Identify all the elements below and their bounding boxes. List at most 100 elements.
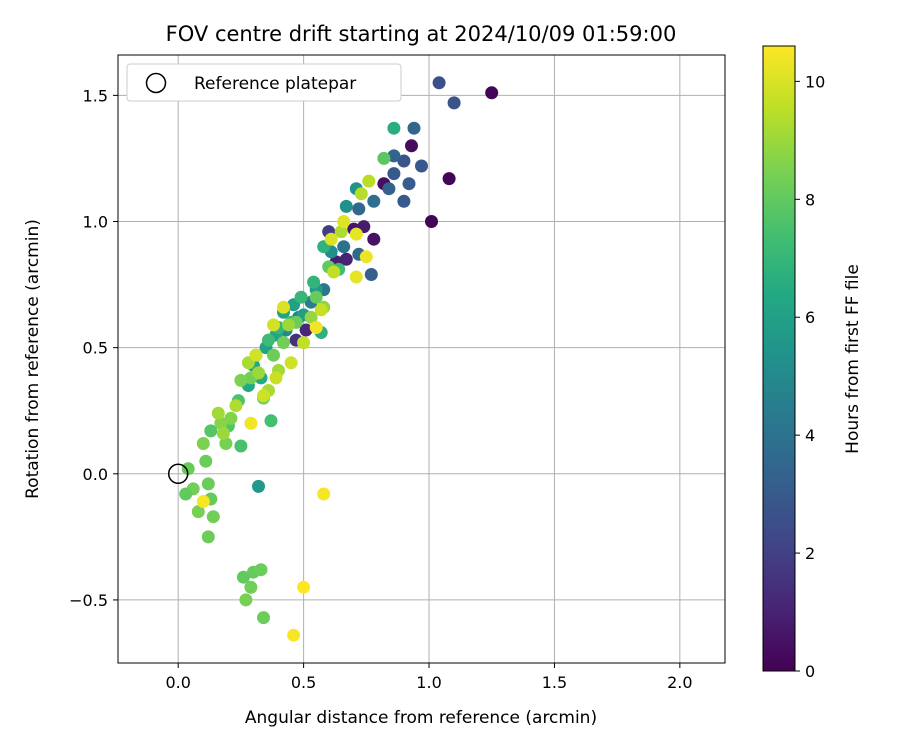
x-tick-label: 2.0 (667, 673, 692, 692)
data-point (287, 628, 301, 642)
data-point (349, 227, 363, 241)
data-point (334, 225, 348, 239)
data-point (397, 194, 411, 208)
data-point (299, 323, 313, 337)
data-point (307, 275, 321, 289)
legend-label: Reference platepar (194, 74, 356, 94)
data-point (267, 348, 280, 362)
data-point (267, 318, 280, 332)
colorbar-tick-label: 10 (805, 72, 825, 91)
data-point (219, 437, 233, 450)
data-point (264, 414, 278, 428)
y-tick-label: 1.0 (83, 213, 108, 232)
data-point (277, 300, 290, 314)
data-point (201, 530, 215, 544)
data-point (252, 366, 265, 380)
legend-marker-open-circle (145, 72, 167, 94)
chart-title: FOV centre drift starting at 2024/10/09 … (166, 22, 677, 46)
data-point (405, 139, 418, 153)
y-axis-label: Rotation from reference (arcmin) (23, 219, 43, 499)
data-point (179, 487, 193, 501)
colorbar-tick-label: 6 (805, 308, 815, 327)
data-point (317, 487, 331, 501)
data-point (229, 399, 243, 413)
data-point (442, 172, 456, 186)
data-point (277, 336, 290, 350)
x-tick-label: 0.0 (165, 673, 190, 692)
data-point (216, 426, 230, 440)
data-point (252, 479, 265, 493)
data-points (179, 76, 499, 642)
reference-platepar-point (167, 463, 189, 485)
y-tick-label: 0.0 (83, 465, 108, 484)
data-point (485, 86, 499, 100)
data-point (367, 194, 381, 208)
data-point (294, 290, 308, 304)
data-point (309, 290, 323, 304)
data-point (244, 580, 258, 594)
data-point (337, 215, 351, 228)
data-point (297, 336, 311, 350)
data-point (309, 321, 323, 334)
data-point (354, 187, 368, 201)
x-tick-label: 1.0 (416, 673, 441, 692)
reference-point-marker (167, 463, 189, 485)
data-point (337, 240, 351, 254)
data-point (339, 199, 353, 213)
data-point (254, 563, 268, 577)
data-point (364, 268, 378, 281)
y-tick-label: 0.5 (83, 339, 108, 358)
y-axis-ticks: −0.5 0.0 0.5 1.0 1.5 (69, 86, 118, 610)
data-point (402, 177, 416, 191)
data-point (284, 356, 298, 370)
data-point (304, 310, 318, 324)
data-point (206, 510, 220, 524)
data-point (269, 371, 283, 385)
data-point (387, 121, 401, 135)
data-point (382, 182, 396, 196)
grid-lines (118, 55, 725, 663)
data-point (397, 154, 411, 168)
colorbar-tick-label: 0 (805, 662, 815, 681)
data-point (362, 174, 376, 188)
data-point (236, 570, 250, 584)
x-axis-label: Angular distance from reference (arcmin) (245, 708, 597, 728)
colorbar: 0 2 4 6 8 10 Hours from first FF file (762, 45, 863, 681)
data-point (425, 215, 438, 228)
data-point (191, 505, 205, 519)
data-point (339, 252, 353, 266)
data-point (415, 159, 428, 173)
data-point (211, 406, 225, 420)
data-point (234, 439, 248, 453)
data-point (204, 424, 218, 438)
legend: Reference platepar (126, 63, 402, 102)
colorbar-tick-label: 8 (805, 190, 815, 209)
data-point (234, 373, 248, 387)
data-point (359, 250, 373, 264)
y-tick-label: 1.5 (83, 86, 108, 105)
data-point (239, 593, 253, 607)
data-point (262, 333, 275, 347)
colorbar-tick-label: 2 (805, 544, 815, 563)
data-point (199, 454, 213, 468)
plot-frame (117, 54, 726, 664)
data-point (432, 76, 446, 90)
data-point (214, 416, 228, 430)
x-tick-label: 0.5 (291, 673, 316, 692)
data-point (327, 265, 341, 279)
data-point (257, 389, 270, 403)
data-point (314, 303, 328, 317)
data-point (249, 348, 263, 362)
data-point (367, 232, 381, 246)
data-point (244, 416, 258, 430)
data-point (387, 149, 401, 163)
y-tick-label: −0.5 (69, 591, 108, 610)
data-point (387, 167, 401, 181)
data-point (196, 495, 210, 508)
x-axis-ticks: 0.0 0.5 1.0 1.5 2.0 (165, 663, 693, 692)
data-point (181, 462, 195, 476)
data-point (201, 477, 215, 491)
data-point (324, 232, 338, 246)
data-point (297, 580, 311, 594)
